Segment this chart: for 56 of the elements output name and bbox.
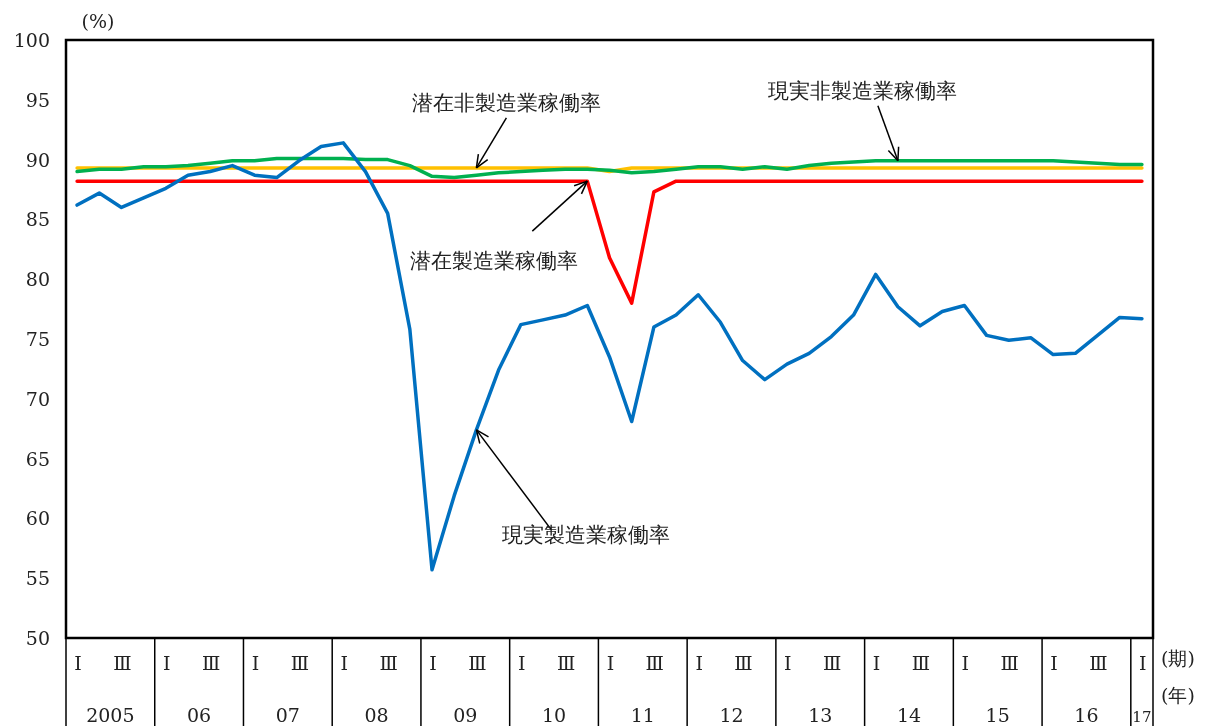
year: 2005: [86, 704, 135, 726]
ylabel: (%): [81, 10, 115, 32]
year: 14: [896, 704, 922, 726]
year: 06: [187, 704, 212, 726]
ytick: 70: [25, 387, 50, 410]
xtick: Ⅲ: [734, 652, 753, 674]
year: 09: [453, 704, 478, 726]
series-label: 潜在非製造業稼働率: [411, 90, 601, 115]
year: 07: [275, 704, 300, 726]
xtick: Ⅰ: [695, 652, 703, 674]
ytick: 90: [25, 148, 50, 171]
axis-unit: (期): [1161, 647, 1195, 669]
xtick: Ⅰ: [163, 652, 171, 674]
ytick: 85: [25, 208, 50, 231]
series-label: 現実製造業稼働率: [502, 522, 671, 547]
xtick: Ⅲ: [556, 652, 576, 674]
xtick: Ⅰ: [251, 652, 260, 674]
xtick: Ⅲ: [823, 652, 842, 674]
xtick: Ⅰ: [872, 652, 881, 674]
xtick: Ⅰ: [961, 652, 970, 674]
ytick: 95: [25, 88, 50, 111]
xtick: Ⅰ: [1050, 652, 1058, 674]
xtick: Ⅰ: [517, 652, 526, 674]
series-label: 潜在製造業稼働率: [410, 249, 579, 274]
xtick: Ⅲ: [201, 652, 221, 674]
ytick: 65: [25, 447, 50, 470]
axis-unit: (年): [1161, 684, 1195, 706]
xtick: Ⅰ: [1139, 652, 1147, 674]
year: 12: [719, 704, 744, 726]
xtick: Ⅲ: [113, 652, 132, 674]
xtick: Ⅲ: [1000, 652, 1019, 674]
year: 08: [364, 704, 389, 726]
ytick: 60: [25, 507, 50, 530]
year: 15: [985, 704, 1010, 726]
xtick: Ⅲ: [645, 652, 664, 674]
xtick: Ⅰ: [784, 652, 792, 674]
ytick: 50: [25, 627, 50, 649]
xtick: Ⅲ: [1089, 652, 1108, 674]
ytick: 100: [13, 29, 50, 51]
xtick: Ⅲ: [911, 652, 931, 674]
ytick: 80: [25, 268, 50, 291]
ytick: 55: [25, 567, 50, 590]
xtick: Ⅰ: [340, 652, 348, 674]
xtick: Ⅲ: [290, 652, 309, 674]
xtick: Ⅲ: [379, 652, 398, 674]
xtick: Ⅲ: [468, 652, 487, 674]
xtick: Ⅰ: [429, 652, 437, 674]
year: 10: [541, 704, 567, 726]
year: 13: [808, 704, 833, 726]
year: 17: [1132, 708, 1152, 726]
series-label: 現実非製造業稼働率: [768, 78, 958, 103]
year: 16: [1074, 704, 1099, 726]
ytick: 75: [25, 328, 50, 350]
xtick: Ⅰ: [74, 652, 82, 674]
xtick: Ⅰ: [606, 652, 615, 674]
year: 11: [630, 704, 655, 726]
